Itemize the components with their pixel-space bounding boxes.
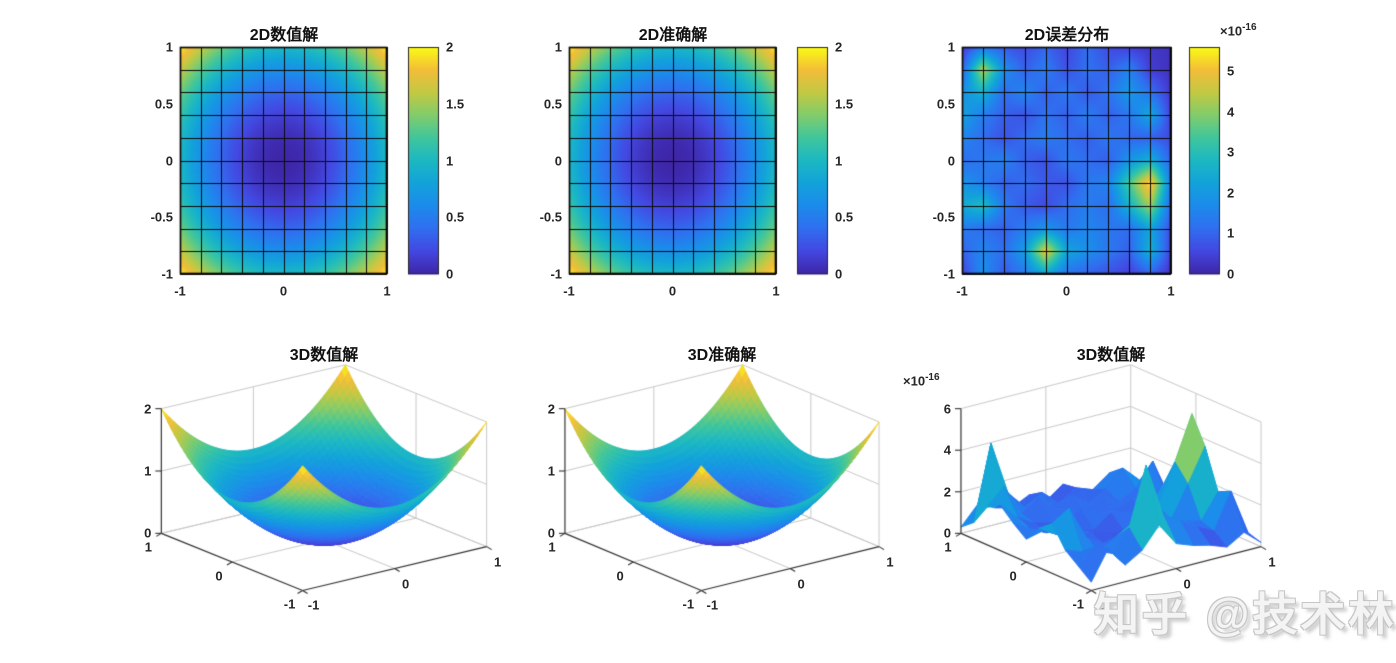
subplot-title-2d-numerical: 2D数值解 xyxy=(249,27,319,44)
tick-label: 1 xyxy=(144,463,152,479)
tick-label: 0 xyxy=(547,525,555,541)
tick-label: 1 xyxy=(554,39,562,55)
tick-label: 4 xyxy=(943,442,951,458)
tick-label: 0 xyxy=(668,283,677,299)
tick-label: 1 xyxy=(1268,554,1276,570)
tick-label: 1 xyxy=(383,283,391,299)
tick-label: 1 xyxy=(144,539,152,555)
tick-label: 1 xyxy=(548,539,556,555)
tick-label: 0.5 xyxy=(543,96,562,112)
subplot-title-3d-exact: 3D准确解 xyxy=(687,347,757,364)
tick-label: 0 xyxy=(1227,266,1235,282)
tick-label: 0.5 xyxy=(936,96,955,112)
tick-label: -1 xyxy=(174,283,186,299)
tick-label: 1 xyxy=(944,539,952,555)
tick-label: 2 xyxy=(943,484,951,500)
tick-label: 0 xyxy=(1062,283,1071,299)
tick-label: 6 xyxy=(943,401,951,417)
tick-label: 2 xyxy=(1227,185,1235,201)
tick-label: 0 xyxy=(144,525,152,541)
tick-label: -0.5 xyxy=(539,209,562,225)
watermark: 知乎 @技术林 xyxy=(1094,589,1396,640)
tick-label: 1 xyxy=(772,283,780,299)
tick-label: 0 xyxy=(797,576,805,592)
tick-label: -0.5 xyxy=(932,209,955,225)
tick-label: 0 xyxy=(279,283,288,299)
tick-label: 1 xyxy=(886,554,894,570)
tick-label: -1 xyxy=(161,266,173,282)
tick-label: 0 xyxy=(165,153,173,168)
colorbar-exponent-label: ×10-16 xyxy=(1220,22,1257,39)
subplot-title-3d-error: 3D数值解 xyxy=(1076,347,1146,364)
tick-label: 5 xyxy=(1227,63,1235,79)
tick-label: 1.5 xyxy=(835,96,854,112)
tick-label: -0.5 xyxy=(150,209,173,225)
tick-label: 0.5 xyxy=(446,209,465,225)
tick-label: -1 xyxy=(956,283,968,299)
tick-label: -1 xyxy=(1096,597,1109,613)
tick-label: 0 xyxy=(835,266,843,282)
tick-label: 2 xyxy=(446,39,454,55)
tick-label: -1 xyxy=(283,596,296,612)
tick-label: 0 xyxy=(554,153,562,168)
tick-label: 2 xyxy=(144,401,152,417)
tick-label: 0 xyxy=(215,568,223,584)
tick-label: 1 xyxy=(446,153,454,168)
tick-label: -1 xyxy=(706,597,719,613)
tick-label: -1 xyxy=(550,266,562,282)
tick-label: 0 xyxy=(401,576,410,592)
tick-label: 1.5 xyxy=(446,96,465,112)
tick-label: 1 xyxy=(547,463,555,479)
tick-label: -1 xyxy=(563,283,575,299)
tick-label: 3 xyxy=(1227,144,1235,160)
tick-label: 0.5 xyxy=(154,96,173,112)
tick-label: 2 xyxy=(835,39,843,55)
tick-label: 0 xyxy=(616,568,624,584)
tick-label: 1 xyxy=(947,39,955,55)
subplot-title-3d-numerical: 3D数值解 xyxy=(289,347,359,364)
tick-label: 1 xyxy=(1167,283,1175,299)
tick-label: -1 xyxy=(307,597,320,613)
tick-label: 4 xyxy=(1227,104,1235,120)
tick-label: 0 xyxy=(1183,576,1191,592)
tick-label: -1 xyxy=(1072,596,1085,612)
zaxis-exponent-label: ×10-16 xyxy=(903,372,940,389)
tick-label: 0 xyxy=(947,153,955,168)
tick-label: 0 xyxy=(1009,568,1017,584)
tick-label: 1 xyxy=(494,554,502,570)
tick-label: 1 xyxy=(165,39,173,55)
subplot-title-2d-error: 2D误差分布 xyxy=(1024,27,1110,44)
tick-label: -1 xyxy=(682,596,695,612)
subplot-title-2d-exact: 2D准确解 xyxy=(638,27,708,44)
tick-label: 0 xyxy=(943,525,951,541)
tick-label: 0 xyxy=(446,266,454,282)
tick-label: 2 xyxy=(547,401,555,417)
tick-label: 1 xyxy=(1227,225,1235,241)
tick-label: -1 xyxy=(943,266,955,282)
tick-label: 1 xyxy=(835,153,843,168)
tick-label: 0.5 xyxy=(835,209,854,225)
